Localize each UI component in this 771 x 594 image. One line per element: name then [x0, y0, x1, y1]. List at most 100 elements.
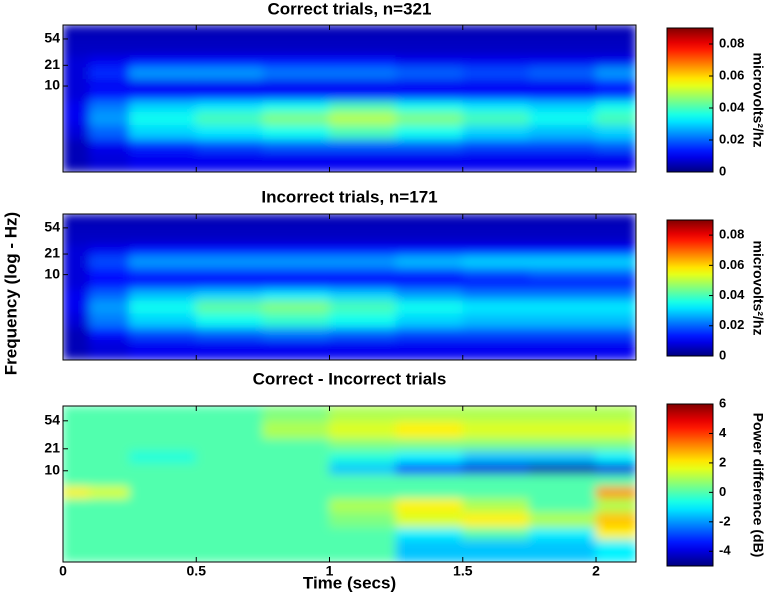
heatmap-cell — [89, 38, 131, 56]
heatmap-cell — [262, 497, 331, 513]
colorbar — [666, 27, 714, 173]
heatmap-cell — [595, 99, 636, 113]
heatmap-cell — [462, 497, 530, 513]
heatmap-cell — [528, 138, 597, 151]
heatmap-cell — [595, 227, 636, 245]
heatmap-cell — [595, 243, 636, 256]
heatmap-cell — [528, 437, 597, 451]
heatmap-cell — [129, 214, 197, 229]
heatmap-cell — [129, 337, 197, 360]
panel: Incorrect trials, n=171 10 21 54 0 0.02 0.04 0.… — [1, 187, 766, 375]
heatmap — [63, 214, 636, 360]
heatmap-cell — [462, 449, 530, 464]
heatmap-cell — [63, 337, 91, 360]
heatmap-cell — [63, 266, 91, 279]
heatmap-cell — [528, 243, 597, 256]
heatmap-cell — [395, 99, 464, 113]
heatmap-cell — [528, 299, 597, 314]
heatmap-cell — [395, 25, 464, 40]
colorbar-tick-label: 0.02 — [719, 131, 744, 146]
heatmap-cells — [63, 214, 636, 360]
heatmap-cell — [528, 538, 597, 562]
heatmap-cell — [329, 124, 397, 140]
colorbar-tick-label: 0.04 — [719, 287, 745, 302]
heatmap-cell — [262, 312, 331, 328]
heatmap-cell — [89, 99, 131, 113]
heatmap-cell — [63, 277, 91, 290]
x-tick-label: 0.5 — [187, 563, 207, 579]
heatmap-cell — [129, 485, 197, 499]
heatmap-cell — [129, 538, 197, 562]
heatmap-cell — [462, 254, 530, 268]
heatmap-cell — [89, 437, 131, 451]
heatmap-cell — [262, 337, 331, 360]
heatmap-cell — [63, 538, 91, 562]
heatmap-cell — [262, 149, 331, 172]
heatmap-cell — [195, 266, 264, 279]
heatmap-cell — [462, 149, 530, 172]
heatmap-cell — [262, 25, 331, 40]
heatmap-cell — [89, 243, 131, 256]
heatmap-cell — [595, 124, 636, 140]
colorbar-tick-label: 4 — [719, 425, 727, 440]
heatmap-cell — [195, 312, 264, 328]
heatmap-cell — [329, 78, 397, 90]
heatmap-cell — [195, 25, 264, 40]
heatmap-cell — [89, 288, 131, 301]
heatmap-cell — [395, 337, 464, 360]
heatmap-cell — [195, 54, 264, 68]
heatmap-cell — [129, 437, 197, 451]
heatmap-cell — [89, 497, 131, 513]
heatmap-cell — [89, 138, 131, 151]
heatmap-cell — [595, 462, 636, 475]
heatmap-cell — [462, 462, 530, 475]
heatmap-cell — [129, 449, 197, 464]
heatmap-cell — [395, 38, 464, 56]
heatmap-cell — [262, 526, 331, 540]
heatmap-cell — [89, 526, 131, 540]
heatmap-cell — [262, 449, 331, 464]
panel-title: Incorrect trials, n=171 — [261, 187, 437, 206]
heatmap-cell — [462, 288, 530, 301]
y-tick-label: 10 — [44, 461, 60, 477]
heatmap-cell — [395, 277, 464, 290]
heatmap-cell — [195, 254, 264, 268]
heatmap-cell — [89, 485, 131, 499]
heatmap-cell — [262, 111, 331, 126]
heatmap-cell — [528, 88, 597, 101]
heatmap-cell — [63, 38, 91, 56]
y-tick-label: 10 — [44, 77, 60, 93]
heatmap-cell — [262, 485, 331, 499]
panel-title: Correct trials, n=321 — [268, 0, 432, 18]
heatmap-cell — [395, 66, 464, 80]
heatmap-cell — [528, 227, 597, 245]
heatmap-cell — [329, 497, 397, 513]
heatmap-cell — [329, 88, 397, 101]
heatmap-cell — [528, 266, 597, 279]
heatmap-cell — [395, 288, 464, 301]
heatmap-cell — [129, 111, 197, 126]
heatmap-cell — [129, 497, 197, 513]
heatmap-cell — [63, 227, 91, 245]
heatmap-cell — [195, 526, 264, 540]
heatmap-cell — [395, 473, 464, 487]
heatmap-cell — [63, 214, 91, 229]
heatmap-cell — [89, 124, 131, 140]
heatmap-cell — [462, 406, 530, 422]
colorbar-label: microvolts²/hz — [750, 53, 766, 148]
heatmap-cell — [462, 277, 530, 290]
heatmap-cell — [329, 288, 397, 301]
heatmap-cell — [395, 526, 464, 540]
heatmap-cell — [195, 449, 264, 464]
heatmap-cell — [595, 485, 636, 499]
heatmap-cell — [195, 337, 264, 360]
heatmap-cell — [395, 111, 464, 126]
heatmap-cell — [528, 526, 597, 540]
heatmap-cell — [395, 462, 464, 475]
heatmap-cell — [129, 277, 197, 290]
heatmap-cell — [462, 99, 530, 113]
heatmap-cell — [595, 254, 636, 268]
heatmap-cell — [329, 538, 397, 562]
heatmap-cell — [262, 54, 331, 68]
heatmap-cell — [63, 288, 91, 301]
